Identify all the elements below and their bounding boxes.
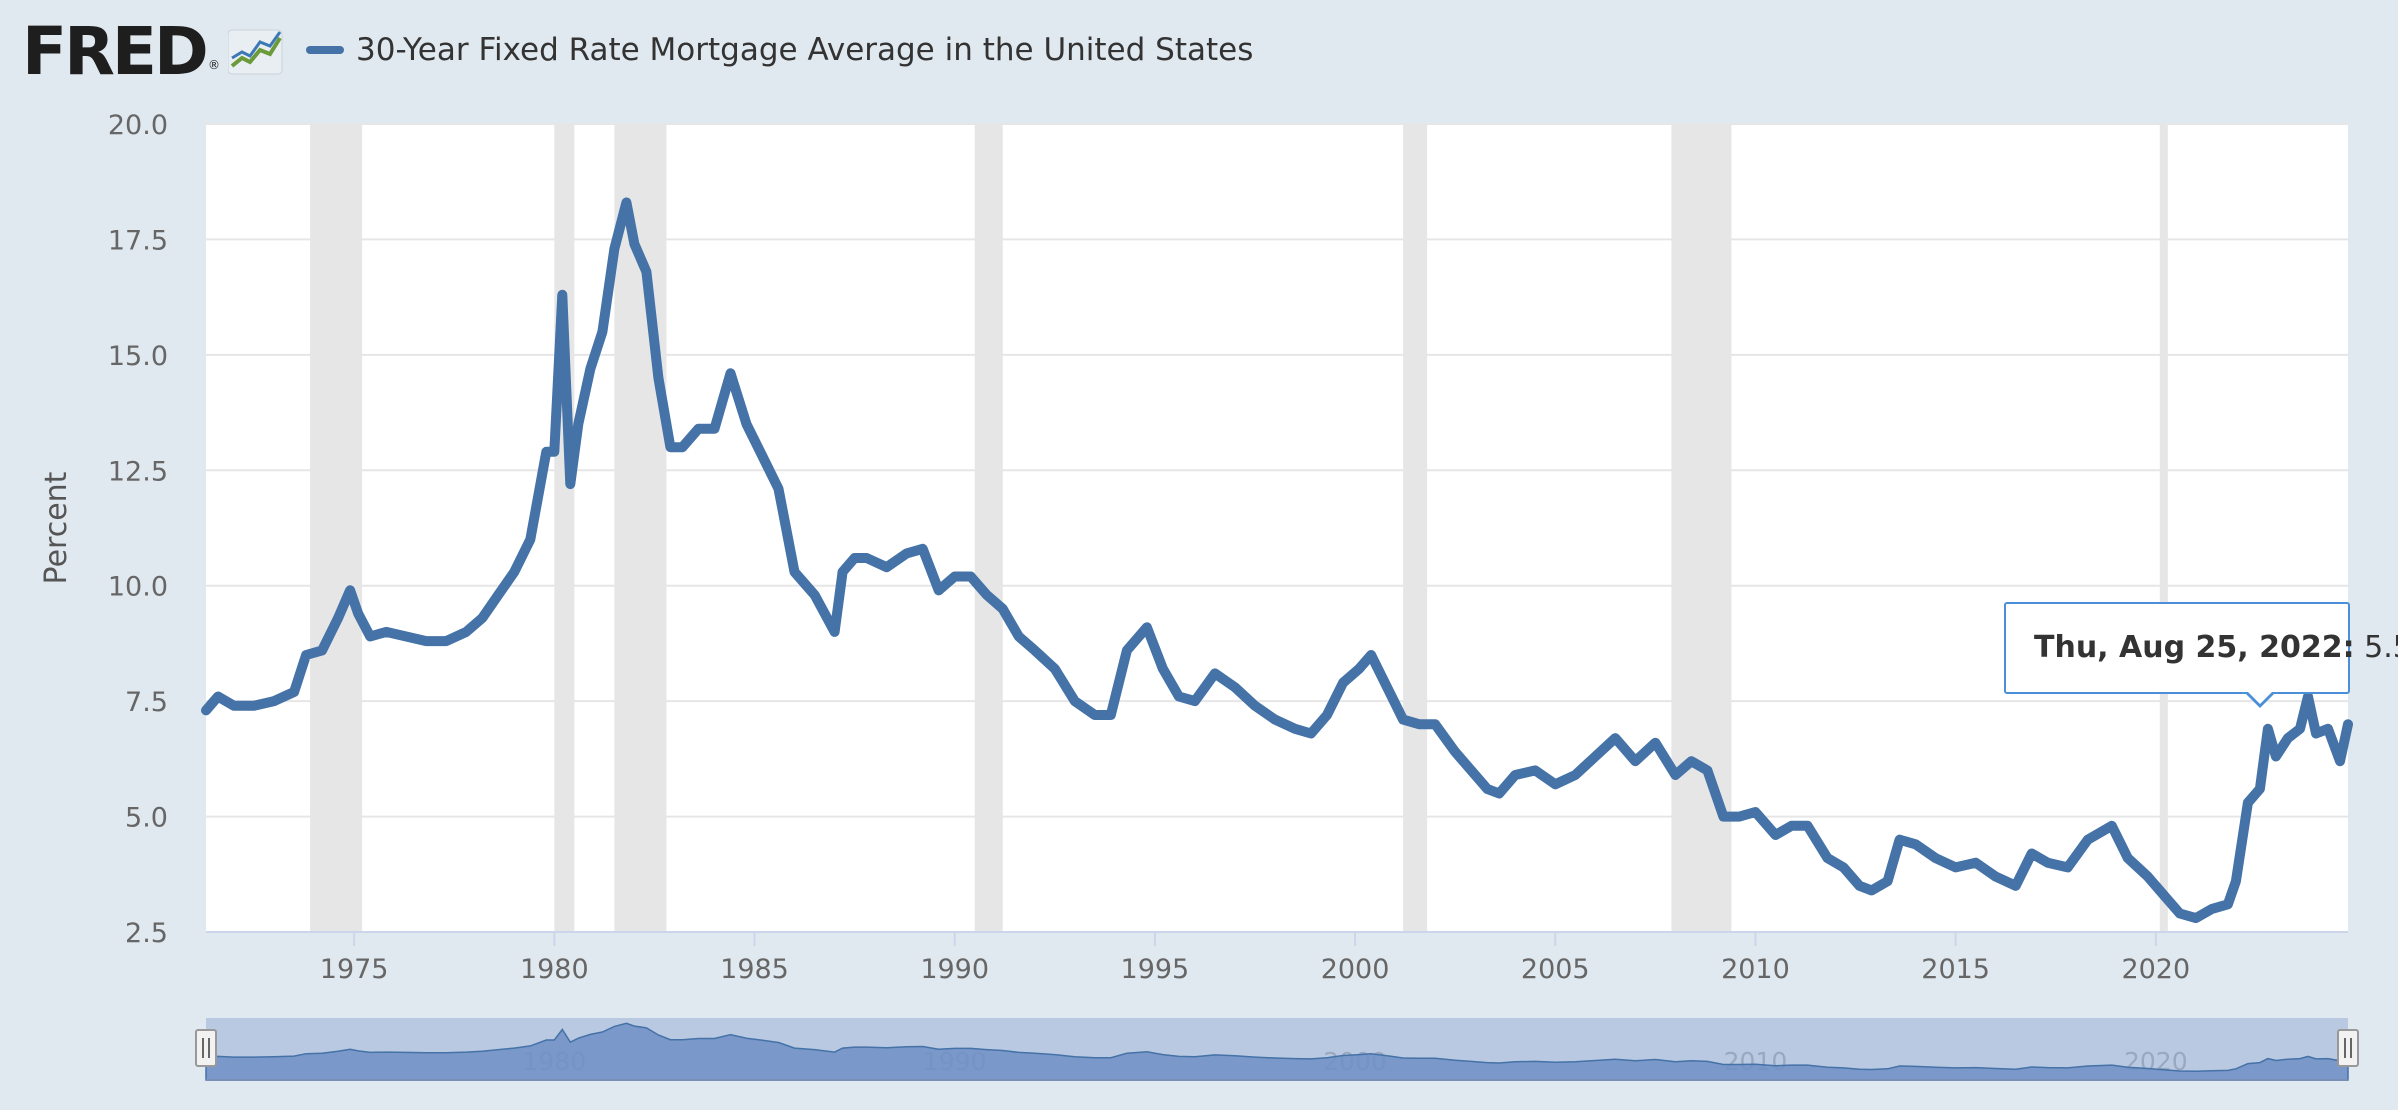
tooltip-date: Thu, Aug 25, 2022:: [2034, 630, 2355, 665]
legend-swatch: [306, 46, 344, 54]
recession-band-6: [2159, 124, 2168, 932]
navigator-handle-left[interactable]: [195, 1029, 217, 1067]
y-tick-label-6: 17.5: [108, 225, 168, 256]
x-tick-label-0: 1975: [320, 954, 389, 985]
x-tick-label-1: 1980: [520, 954, 589, 985]
x-tick-label-9: 2020: [2121, 954, 2190, 985]
x-tick-label-7: 2010: [1721, 954, 1790, 985]
series-group: [201, 197, 2353, 924]
legend-series-label[interactable]: 30-Year Fixed Rate Mortgage Average in t…: [356, 32, 1254, 68]
x-tick-label-2: 1985: [720, 954, 789, 985]
recession-bands: [310, 124, 2168, 932]
y-axis-label: Percent: [39, 471, 74, 584]
tooltip-content: Thu, Aug 25, 2022: 5.55: [2034, 630, 2398, 665]
tooltip-value: 5.55: [2364, 630, 2398, 665]
fred-logo[interactable]: FRED: [22, 13, 209, 90]
y-tick-label-0: 2.5: [125, 918, 168, 949]
y-tick-label-7: 20.0: [108, 110, 168, 141]
series-line-0[interactable]: [201, 197, 2353, 924]
plot-background: [206, 124, 2348, 932]
y-tick-label-1: 5.0: [125, 803, 168, 834]
tooltip-pointer: [2246, 692, 2274, 708]
y-tick-label-4: 12.5: [108, 456, 168, 487]
navigator: 19801990200020102020: [195, 1018, 2359, 1081]
y-tick-label-5: 15.0: [108, 341, 168, 372]
recession-band-0: [310, 124, 363, 932]
x-tick-label-3: 1990: [920, 954, 989, 985]
x-tick-label-8: 2015: [1921, 954, 1990, 985]
x-tick-label-4: 1995: [1121, 954, 1190, 985]
data-tooltip: Thu, Aug 25, 2022: 5.55: [2004, 602, 2398, 708]
recession-band-2: [614, 124, 667, 932]
x-tick-label-5: 2000: [1321, 954, 1390, 985]
gridlines: [206, 123, 2348, 818]
navigator-handle-right[interactable]: [2337, 1029, 2359, 1067]
navigator-series-area: [205, 1022, 2349, 1081]
chart-header: FRED ® 30-Year Fixed Rate Mortgage Avera…: [0, 0, 2398, 105]
x-axis-ticks: 1975 1980 1985 1990 1995 2000 2005 2010 2015 2020: [320, 932, 2190, 985]
y-tick-label-3: 10.0: [108, 572, 168, 603]
recession-band-1: [554, 124, 575, 932]
recession-band-3: [974, 124, 1003, 932]
y-tick-label-2: 7.5: [125, 687, 168, 718]
x-tick-label-6: 2005: [1521, 954, 1590, 985]
registered-mark: ®: [208, 58, 220, 72]
fred-chart-icon: [228, 29, 283, 75]
y-axis-ticks: 2.5 5.0 7.5 10.0 12.5 15.0 17.5 20.0: [108, 110, 168, 949]
recession-band-4: [1403, 124, 1428, 932]
